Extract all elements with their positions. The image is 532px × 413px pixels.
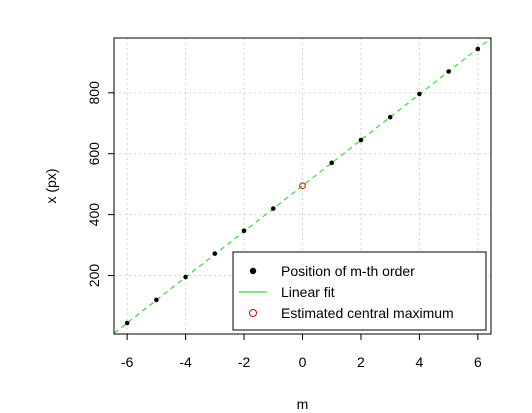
order-point [154, 297, 159, 303]
legend-symbol-central-max [249, 309, 257, 317]
legend-label-fit-line: Linear fit [281, 284, 335, 300]
y-tick-label: 400 [86, 203, 102, 227]
order-point [241, 228, 247, 234]
x-tick-label: 2 [357, 354, 365, 370]
order-point [446, 69, 451, 74]
legend-box [232, 251, 487, 331]
legend: Position of m-th order Linear fit Estima… [232, 251, 487, 331]
order-point [183, 274, 188, 280]
x-tick-label: -6 [121, 354, 134, 370]
x-tick-label: 4 [416, 354, 424, 370]
x-tick-label: -2 [238, 354, 251, 370]
order-point [417, 91, 422, 97]
order-point [124, 320, 130, 326]
order-point [358, 137, 364, 143]
order-point [329, 160, 335, 166]
legend-label-points: Position of m-th order [281, 263, 415, 279]
x-tick-label: 6 [474, 354, 482, 370]
x-axis: -6 -4 -2 0 2 4 6 [121, 333, 482, 370]
legend-symbol-points [249, 267, 257, 275]
order-point [387, 114, 393, 120]
x-tick-label: 0 [299, 354, 307, 370]
order-point [475, 46, 481, 52]
x-tick-label: -4 [179, 354, 192, 370]
central-max-point [299, 182, 306, 189]
y-axis-title: x (px) [43, 169, 59, 204]
points-layer [124, 46, 481, 326]
fit-line-layer [113, 37, 492, 334]
y-tick-label: 600 [86, 142, 102, 166]
order-point [270, 206, 276, 211]
y-tick-label: 800 [86, 81, 102, 105]
x-axis-title: m [297, 396, 309, 412]
y-tick-label: 200 [86, 264, 102, 288]
legend-label-central-max: Estimated central maximum [281, 305, 454, 321]
order-point [212, 251, 218, 256]
y-axis: 200 400 600 800 [86, 81, 115, 288]
fit-line [113, 37, 492, 334]
